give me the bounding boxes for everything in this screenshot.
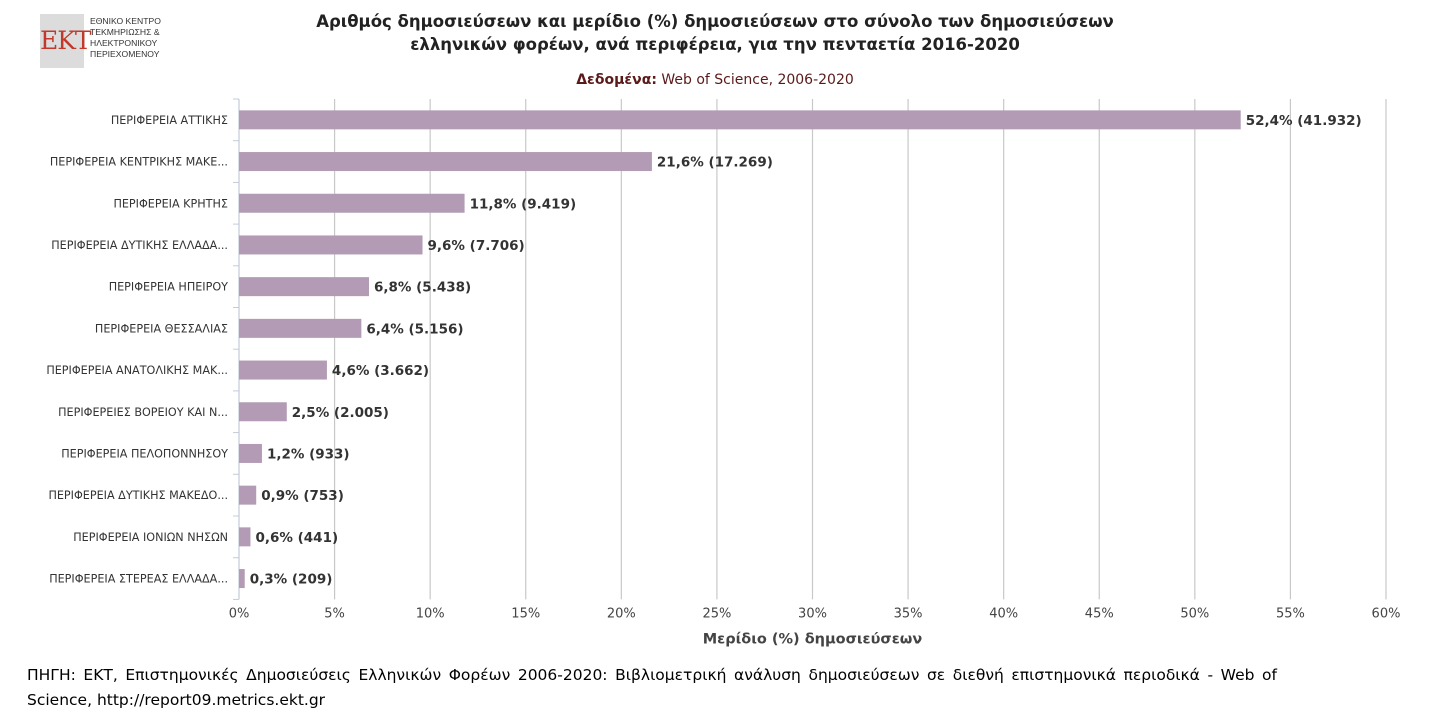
chart-subtitle: Δεδομένα: Web of Science, 2006-2020 <box>200 72 1230 88</box>
bar <box>239 443 262 463</box>
logo-line: ΗΛΕΚΤΡΟΝΙΚΟΥ <box>90 38 158 48</box>
x-tick-label: 60% <box>1372 606 1401 621</box>
category-label: ΠΕΡΙΦΕΡΕΙΑ ΑΝΑΤΟΛΙΚΗΣ ΜΑΚ... <box>46 364 228 377</box>
category-label: ΠΕΡΙΦΕΡΕΙΑ ΗΠΕΙΡΟΥ <box>109 281 228 294</box>
x-tick-label: 20% <box>607 606 636 621</box>
x-tick-label: 25% <box>702 606 731 621</box>
category-label: ΠΕΡΙΦΕΡΕΙΑ ΘΕΣΣΑΛΙΑΣ <box>95 322 228 335</box>
bar <box>239 527 251 547</box>
x-tick-label: 40% <box>989 606 1018 621</box>
x-tick-label: 5% <box>324 606 345 621</box>
bar <box>239 193 465 213</box>
bar <box>239 277 369 297</box>
logo-line: ΠΕΡΙΕΧΟΜΕΝΟΥ <box>90 49 160 59</box>
bar <box>239 152 652 172</box>
x-tick-label: 50% <box>1180 606 1209 621</box>
chart-title-line-1: Αριθμός δημοσιεύσεων και μερίδιο (%) δημ… <box>316 12 1114 31</box>
logo-line: ΕΘΝΙΚΟ ΚΕΝΤΡΟ <box>90 16 161 26</box>
data-label: 2,5% (2.005) <box>292 405 389 421</box>
chart-title-line-2: ελληνικών φορέων, ανά περιφέρεια, για τη… <box>410 35 1020 54</box>
x-tick-label: 35% <box>894 606 923 621</box>
category-label: ΠΕΡΙΦΕΡΕΙΑ ΠΕΛΟΠΟΝΝΗΣΟΥ <box>61 447 228 460</box>
data-label: 6,8% (5.438) <box>374 280 471 296</box>
category-label: ΠΕΡΙΦΕΡΕΙΕΣ ΒΟΡΕΙΟΥ ΚΑΙ Ν... <box>58 406 228 419</box>
bar-chart: ΠΕΡΙΦΕΡΕΙΑ ΑΤΤΙΚΗΣ 52,4% (41.932) ΠΕΡΙΦΕΡΕ… <box>46 98 1401 647</box>
x-axis-title: Μερίδιο (%) δημοσιεύσεων <box>703 631 923 647</box>
bar <box>239 318 362 338</box>
logo-line: ΤΕΚΜΗΡΙΩΣΗΣ & <box>90 27 160 37</box>
category-label: ΠΕΡΙΦΕΡΕΙΑ ΚΕΝΤΡΙΚΗΣ ΜΑΚΕ... <box>50 156 228 169</box>
data-label: 52,4% (41.932) <box>1246 113 1362 129</box>
category-label: ΠΕΡΙΦΕΡΕΙΑ ΙΟΝΙΩΝ ΝΗΣΩΝ <box>73 531 228 544</box>
data-label: 4,6% (3.662) <box>332 363 429 379</box>
ekt-logo-mark: EKT <box>40 14 92 68</box>
data-label: 21,6% (17.269) <box>657 155 773 171</box>
data-label: 6,4% (5.156) <box>366 321 463 337</box>
ekt-logo-text: ΕΘΝΙΚΟ ΚΕΝΤΡΟ ΤΕΚΜΗΡΙΩΣΗΣ & ΗΛΕΚΤΡΟΝΙΚΟΥ… <box>90 16 200 60</box>
bar <box>239 235 423 255</box>
category-label: ΠΕΡΙΦΕΡΕΙΑ ΔΥΤΙΚΗΣ ΕΛΛΑΔΑ... <box>51 239 228 252</box>
bar <box>239 569 245 589</box>
bar <box>239 402 287 422</box>
data-label: 0,3% (209) <box>250 572 333 588</box>
x-tick-label: 55% <box>1276 606 1305 621</box>
category-label: ΠΕΡΙΦΕΡΕΙΑ ΔΥΤΙΚΗΣ ΜΑΚΕΔΟ... <box>48 489 228 502</box>
data-label: 11,8% (9.419) <box>470 196 577 212</box>
bar <box>239 485 257 505</box>
x-tick-label: 30% <box>798 606 827 621</box>
data-label: 0,6% (441) <box>255 530 338 546</box>
x-tick-label: 0% <box>229 606 250 621</box>
x-tick-label: 15% <box>511 606 540 621</box>
ekt-logo: EKT ΕΘΝΙΚΟ ΚΕΝΤΡΟ ΤΕΚΜΗΡΙΩΣΗΣ & ΗΛΕΚΤΡΟΝ… <box>40 14 190 70</box>
x-tick-label: 45% <box>1085 606 1114 621</box>
category-label: ΠΕΡΙΦΕΡΕΙΑ ΣΤΕΡΕΑΣ ΕΛΛΑΔΑ... <box>49 573 228 586</box>
category-label: ΠΕΡΙΦΕΡΕΙΑ ΚΡΗΤΗΣ <box>113 197 228 210</box>
bar <box>239 110 1241 130</box>
data-label: Δεδομένα: <box>576 72 657 88</box>
data-label: 0,9% (753) <box>261 488 344 504</box>
data-label: 1,2% (933) <box>267 446 350 462</box>
source-footer: ΠΗΓΗ: ΕΚΤ, Επιστημονικές Δημοσιεύσεις Ελ… <box>27 666 1277 709</box>
x-tick-label: 10% <box>416 606 445 621</box>
bar <box>239 360 327 380</box>
data-source: Web of Science, 2006-2020 <box>661 72 854 88</box>
chart-title: Αριθμός δημοσιεύσεων και μερίδιο (%) δημ… <box>200 10 1230 56</box>
category-label: ΠΕΡΙΦΕΡΕΙΑ ΑΤΤΙΚΗΣ <box>111 114 228 127</box>
data-label: 9,6% (7.706) <box>428 238 525 254</box>
